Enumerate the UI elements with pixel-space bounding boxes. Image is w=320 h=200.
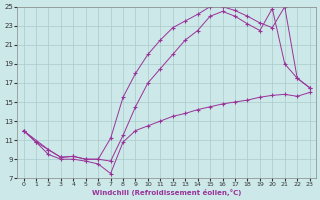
X-axis label: Windchill (Refroidissement éolien,°C): Windchill (Refroidissement éolien,°C) bbox=[92, 189, 241, 196]
